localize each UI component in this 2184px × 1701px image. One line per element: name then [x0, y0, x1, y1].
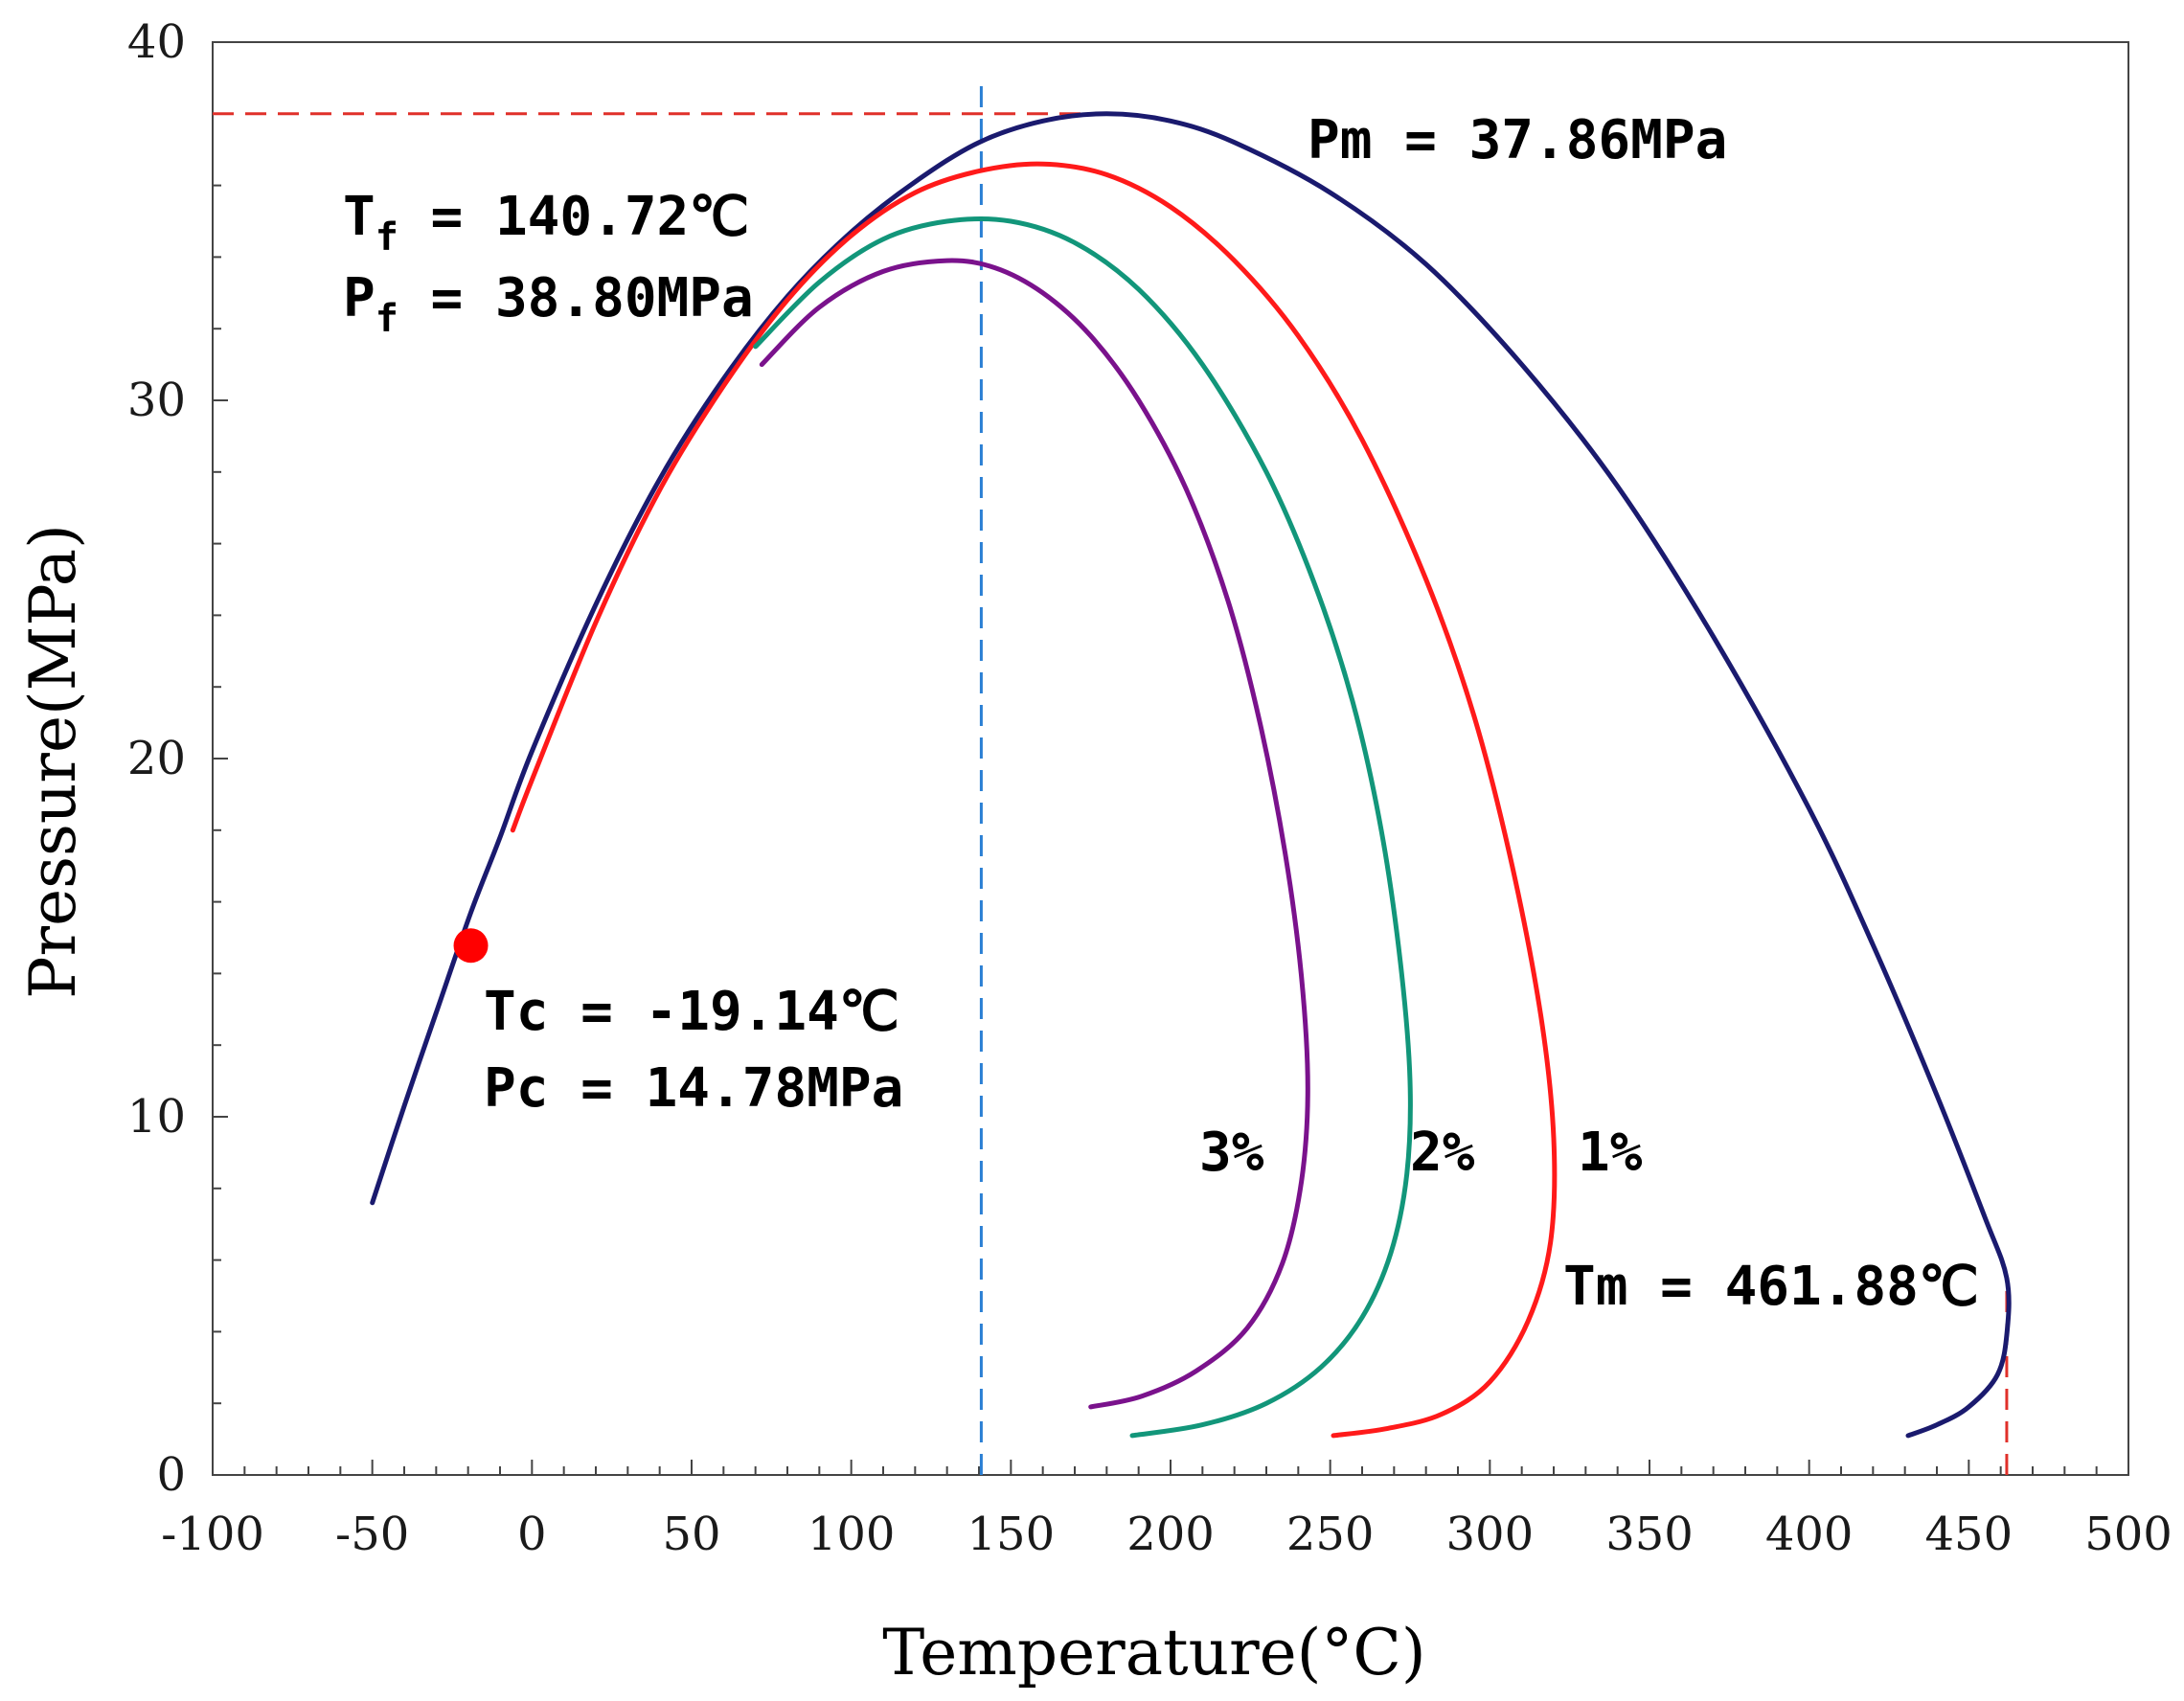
series-line-2pct: [753, 215, 1413, 1439]
series-label-3pct: 3%: [1199, 1122, 1264, 1184]
x-tick-label: 50: [662, 1508, 720, 1561]
tm-annotation: Tm = 461.88℃: [1563, 1256, 1979, 1318]
series-lines: [370, 111, 2012, 1439]
series-line-3pct: [759, 258, 1310, 1410]
pf-symbol: P: [343, 267, 375, 329]
y-tick-label: 0: [156, 1448, 186, 1502]
tf-value: = 140.72℃: [398, 186, 749, 248]
x-tick-label: 150: [967, 1508, 1056, 1561]
x-tick-label: 200: [1126, 1508, 1215, 1561]
series-label-2pct: 2%: [1410, 1122, 1475, 1184]
pc-annotation: Pc = 14.78MPa: [484, 1057, 903, 1120]
pf-subscript: f: [375, 297, 398, 341]
x-axis-title: Temperature(°C): [882, 1616, 1425, 1690]
pf-annotation: Pf = 38.80MPa: [343, 267, 754, 341]
y-tick-label: 10: [127, 1090, 186, 1144]
x-tick-label: 0: [517, 1508, 547, 1561]
x-tick-label: -50: [335, 1508, 409, 1561]
y-tick-label: 20: [127, 732, 186, 785]
tf-annotation: Tf = 140.72℃: [343, 186, 749, 260]
tf-subscript: f: [375, 215, 398, 260]
x-tick-label: -100: [161, 1508, 264, 1561]
tc-annotation: Tc = -19.14℃: [484, 981, 899, 1043]
x-tick-labels: -100 -50 0 50 100 150 200 250 300 350 400 450 500: [161, 1508, 2173, 1561]
critical-point-marker: [453, 928, 489, 964]
series-label-1pct: 1%: [1578, 1122, 1643, 1184]
x-tick-label: 250: [1286, 1508, 1375, 1561]
axis-ticks: [212, 41, 2129, 1476]
x-tick-label: 100: [808, 1508, 896, 1561]
series-line-base: [370, 111, 2012, 1439]
y-tick-labels: 0 10 20 30 40: [127, 15, 186, 1502]
y-tick-label: 40: [127, 15, 186, 69]
y-axis-title: Pressure(MPa): [16, 524, 90, 999]
x-tick-label: 500: [2084, 1508, 2173, 1561]
x-tick-label: 350: [1605, 1508, 1694, 1561]
y-tick-label: 30: [127, 374, 186, 427]
x-tick-label: 300: [1446, 1508, 1535, 1561]
tf-symbol: T: [343, 186, 375, 248]
pm-annotation: Pm = 37.86MPa: [1308, 109, 1727, 171]
series-line-1pct: [510, 161, 1558, 1439]
critical-points: [453, 928, 489, 964]
x-tick-label: 400: [1765, 1508, 1854, 1561]
x-tick-label: 450: [1925, 1508, 2013, 1561]
pf-value: = 38.80MPa: [398, 267, 754, 329]
